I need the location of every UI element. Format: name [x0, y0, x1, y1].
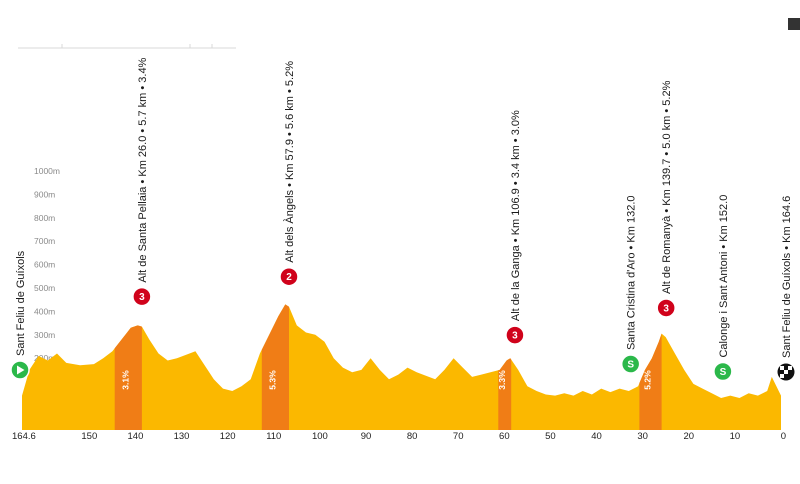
checker-square: [788, 366, 792, 370]
km-tick-label: 80: [407, 431, 418, 442]
km-tick-label: 150: [81, 431, 97, 442]
km-tick-label: 164.6: [12, 431, 36, 442]
sprint-icon: [713, 361, 733, 382]
climb-marker: 3 Alt de Santa Pellaia • Km 26.0 • 5.7 km…: [132, 57, 152, 307]
top-scale-line: [18, 44, 236, 49]
km-tick-label: 0: [781, 431, 786, 442]
altitude-tick-label: 600m: [34, 260, 55, 270]
marker-label: Alt de Romanyà • Km 139.7 • 5.0 km • 5.2…: [661, 80, 673, 294]
marker-label: Alt dels Àngels • Km 57.9 • 5.6 km • 5.2…: [283, 61, 296, 263]
km-tick-label: 10: [730, 431, 741, 442]
altitude-tick-label: 700m: [34, 236, 55, 246]
climb-gradient-label: 5.3%: [267, 370, 277, 390]
km-tick-label: 90: [361, 431, 372, 442]
altitude-tick-label: 300m: [34, 330, 55, 340]
altitude-tick-label: 900m: [34, 189, 55, 199]
sprint-marker: S Calonge i Sant Antoni • Km 152.0: [713, 195, 733, 382]
km-tick-label: 120: [220, 431, 236, 442]
finish-marker: Sant Feliu de Guíxols • Km 164.6: [777, 196, 795, 381]
climb-segments: 3.1% 5.3% 3.3% 5.2%: [114, 304, 662, 430]
marker-badge-text: 3: [512, 331, 518, 342]
climb-segment: [114, 325, 142, 430]
marker-label: Calonge i Sant Antoni • Km 152.0: [718, 195, 730, 358]
climb-marker: 3 Alt de Romanyà • Km 139.7 • 5.0 km • 5.…: [656, 80, 676, 318]
km-tick-label: 50: [545, 431, 556, 442]
climb-category-icon: [656, 298, 676, 318]
km-tick-label: 130: [174, 431, 190, 442]
marker-badge-text: 2: [286, 272, 292, 283]
km-tick-label: 30: [637, 431, 648, 442]
km-axis: 164.6 150 140 130 120 110 100 90 80 70 60 50 40 30 20 1…: [12, 431, 786, 442]
start-marker: Sant Feliu de Guíxols: [10, 250, 30, 380]
km-tick-label: 60: [499, 431, 510, 442]
altitude-tick-label: 200m: [34, 353, 55, 363]
marker-label: Sant Feliu de Guíxols: [15, 250, 27, 356]
checker-square: [780, 374, 784, 378]
climb-marker: 3 Alt de la Ganga • Km 106.9 • 3.4 km • 3…: [505, 110, 525, 345]
altitude-tick-label: 1000m: [34, 166, 60, 176]
marker-label: Alt de Santa Pellaia • Km 26.0 • 5.7 km …: [137, 57, 149, 282]
square-icon: [788, 18, 800, 30]
km-tick-label: 20: [683, 431, 694, 442]
sprint-icon: [620, 354, 641, 374]
marker-label: Alt de la Ganga • Km 106.9 • 3.4 km • 3.…: [510, 110, 522, 321]
km-tick-label: 70: [453, 431, 464, 442]
climb-gradient-label: 5.2%: [643, 370, 653, 390]
climb-segment: [261, 304, 289, 430]
climb-category-icon: [279, 266, 299, 287]
km-tick-label: 140: [128, 431, 144, 442]
marker-label: Sant Feliu de Guíxols • Km 164.6: [781, 196, 793, 358]
altitude-tick-label: 800m: [34, 213, 55, 223]
climb-gradient-label: 3.1%: [120, 370, 130, 390]
climb-category-icon: [132, 286, 152, 307]
marker-badge-text: 3: [663, 303, 669, 314]
climb-marker: 2 Alt dels Àngels • Km 57.9 • 5.6 km • 5.…: [279, 61, 299, 287]
checker-square: [784, 370, 788, 374]
marker-label: Santa Cristina d'Aro • Km 132.0: [626, 195, 638, 350]
km-tick-label: 40: [591, 431, 602, 442]
km-tick-label: 100: [312, 431, 328, 442]
altitude-tick-label: 500m: [34, 283, 55, 293]
climb-segment: [639, 333, 662, 430]
km-tick-label: 110: [266, 431, 281, 442]
elevation-profile: [22, 304, 781, 430]
play-icon: [17, 365, 25, 375]
profile-area: [22, 304, 781, 430]
marker-badge-text: S: [627, 360, 634, 371]
marker-badge-text: 3: [139, 292, 145, 303]
climb-category-icon: [505, 325, 525, 345]
climb-segment: [498, 358, 512, 430]
markers: Sant Feliu de Guíxols 3 Alt de Santa Pella…: [10, 57, 795, 382]
checker-square: [780, 366, 784, 370]
climb-gradient-label: 3.3%: [497, 370, 507, 390]
altitude-tick-label: 400m: [34, 306, 55, 316]
sprint-marker: S Santa Cristina d'Aro • Km 132.0: [620, 195, 641, 374]
marker-badge-text: S: [720, 367, 727, 378]
